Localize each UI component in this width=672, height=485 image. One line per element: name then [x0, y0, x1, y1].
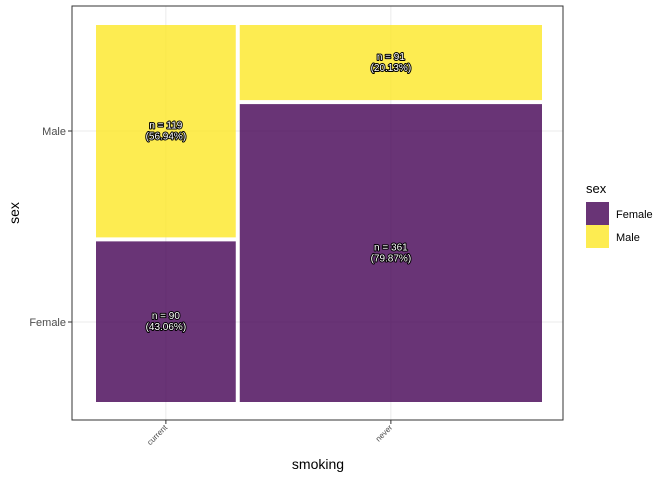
cell-label-male-current: n = 119 (56.94%) — [146, 121, 187, 143]
x-axis-title: smoking — [292, 456, 344, 472]
mosaic-cell-male-current — [96, 25, 236, 238]
mosaic-cell-male-never — [239, 25, 542, 101]
mosaic-cell-female-current — [96, 241, 236, 402]
mosaic-cell-female-never — [239, 104, 542, 403]
panel-border — [71, 5, 564, 421]
legend-label-male: Male — [616, 232, 640, 244]
legend: sex Female Male — [586, 181, 653, 248]
cell-label-male-never: n = 91 (20.13%) — [371, 52, 412, 74]
x-axis: current never — [145, 420, 395, 448]
y-tick-label-female: Female — [29, 317, 66, 329]
x-tick-label-never: never — [374, 423, 395, 444]
y-tick-label-male: Male — [42, 126, 66, 138]
cell-label-female-current: n = 90 (43.06%) — [146, 311, 187, 333]
y-axis-title: sex — [6, 202, 22, 224]
legend-label-female: Female — [616, 209, 653, 221]
legend-title: sex — [586, 181, 607, 196]
legend-key-female — [586, 202, 609, 225]
cell-label-female-never: n = 361 (79.87%) — [371, 243, 412, 265]
x-tick-label-current: current — [145, 423, 170, 448]
y-axis: Male Female — [29, 126, 72, 329]
mosaic-cells — [96, 25, 542, 403]
cell-labels: n = 119 (56.94%) n = 90 (43.06%) n = 91 (20.1… — [145, 51, 413, 334]
legend-key-male — [586, 225, 609, 248]
